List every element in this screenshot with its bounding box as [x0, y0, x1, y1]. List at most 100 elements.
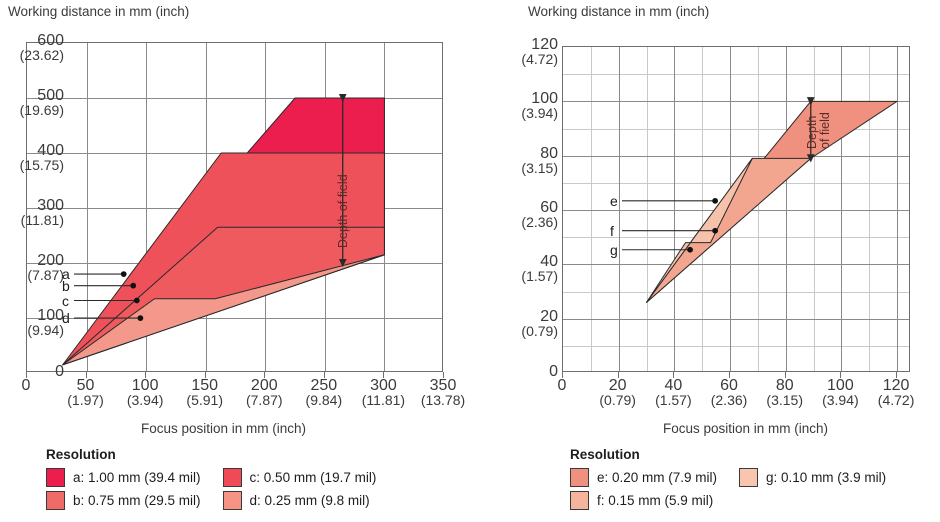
y-axis-tick: 300 (11.81) — [20, 197, 64, 228]
gridline-horizontal-minor — [563, 345, 909, 347]
x-axis-tick: 120 (4.72) — [877, 377, 915, 408]
x-axis-tick: 200 (7.87) — [245, 377, 283, 408]
gridline-horizontal — [563, 264, 909, 266]
legend-item: c: 0.50 mm (19.7 mil) — [222, 468, 377, 487]
x-axis-tick-mark — [617, 372, 619, 378]
callout-label-f: f — [610, 222, 614, 239]
callout-label-d: d — [62, 310, 70, 327]
right-chart-panel: Working distance in mm (inch) Focus posi… — [470, 0, 940, 522]
legend-label: e: 0.20 mm (7.9 mil) — [597, 470, 718, 485]
legend-item: d: 0.25 mm (9.8 mil) — [222, 491, 377, 510]
gridline-horizontal — [563, 155, 909, 157]
legend-swatch — [570, 491, 589, 510]
right-y-axis-title: Working distance in mm (inch) — [528, 4, 710, 19]
gridline-horizontal-minor — [563, 291, 909, 293]
band-d — [62, 254, 385, 366]
y-axis-tick: 60 (2.36) — [521, 199, 558, 230]
callout-label-g: g — [610, 241, 618, 258]
depth-of-field-label-line1: Depth — [804, 116, 819, 150]
x-axis-tick: 100 (3.94) — [822, 377, 859, 408]
x-axis-tick: 60 (2.36) — [710, 377, 748, 408]
x-axis-tick-mark — [784, 372, 786, 378]
x-axis-tick-mark — [896, 372, 898, 378]
x-axis-tick: 150 (5.91) — [186, 377, 223, 408]
y-axis-tick: 0 — [549, 363, 558, 380]
gridline-vertical — [86, 43, 88, 371]
gridline-vertical — [841, 47, 843, 371]
gridline-vertical — [618, 47, 620, 371]
y-axis-tick: 100 (3.94) — [521, 90, 558, 122]
x-axis-tick-mark — [673, 372, 675, 378]
left-legend-title: Resolution — [46, 447, 116, 462]
gridline-horizontal-minor — [563, 74, 909, 76]
gridline-vertical — [897, 47, 899, 371]
legend-label: a: 1.00 mm (39.4 mil) — [73, 470, 201, 485]
gridline-vertical — [146, 43, 148, 371]
callout-label-a: a — [62, 266, 70, 283]
depth-of-field-arrow — [338, 93, 347, 268]
x-axis-tick-mark — [264, 372, 266, 378]
x-axis-tick-mark — [323, 372, 325, 378]
right-x-axis-title: Focus position in mm (inch) — [663, 421, 829, 436]
y-axis-tick: 500 (19.69) — [19, 87, 64, 118]
y-axis-tick: 80 (3.15) — [521, 144, 558, 176]
legend-item: e: 0.20 mm (7.9 mil) — [570, 468, 717, 487]
legend-label: g: 0.10 mm (3.9 mil) — [766, 470, 887, 485]
left-y-axis-title: Working distance in mm (inch) — [8, 4, 190, 19]
y-axis-tick: 40 (1.57) — [521, 253, 558, 285]
depth-of-field-label-line2: of field — [817, 112, 832, 150]
x-axis-tick: 0 — [21, 377, 31, 394]
legend-swatch — [46, 468, 65, 487]
x-axis-tick: 300 (11.81) — [361, 377, 406, 408]
legend-swatch — [570, 468, 589, 487]
legend-label: d: 0.25 mm (9.8 mil) — [249, 493, 370, 508]
gridline-horizontal — [563, 101, 909, 103]
gridline-vertical-minor — [646, 47, 648, 371]
legend-item: g: 0.10 mm (3.9 mil) — [739, 468, 886, 487]
y-axis-tick: 0 — [55, 363, 64, 380]
right-legend-title: Resolution — [570, 447, 640, 462]
band-polygons — [62, 97, 385, 366]
x-axis-tick: 100 (3.94) — [126, 377, 164, 408]
gridline-vertical-minor — [813, 47, 815, 371]
callout-label-c: c — [62, 292, 69, 309]
x-axis-tick: 80 (3.15) — [766, 377, 803, 408]
gridline-vertical-minor — [869, 47, 871, 371]
gridline-vertical — [674, 47, 676, 371]
x-axis-tick-mark — [204, 372, 206, 378]
legend-label: c: 0.50 mm (19.7 mil) — [249, 470, 377, 485]
legend-swatch — [46, 491, 65, 510]
gridline-horizontal — [563, 318, 909, 320]
left-plot-area — [26, 42, 443, 372]
legend-swatch — [222, 468, 242, 487]
x-axis-tick: 50 (1.97) — [67, 377, 104, 408]
callout-label-e: e — [610, 192, 618, 209]
legend-item: a: 1.00 mm (39.4 mil) — [46, 468, 201, 487]
gridline-vertical-minor — [702, 47, 704, 371]
right-plot-area — [562, 46, 910, 372]
gridline-vertical-minor — [757, 47, 759, 371]
y-axis-tick: 120 (4.72) — [521, 36, 558, 67]
gridline-horizontal — [27, 98, 442, 99]
depth-of-field-arrow — [806, 97, 815, 163]
callout-label-b: b — [62, 277, 70, 294]
gridline-vertical-minor — [590, 47, 592, 371]
x-axis-tick-mark — [840, 372, 842, 378]
legend-item: b: 0.75 mm (29.5 mil) — [46, 491, 201, 510]
y-axis-tick: 100 (9.94) — [27, 307, 64, 338]
y-axis-tick: 600 (23.62) — [19, 32, 64, 63]
gridline-horizontal — [27, 318, 442, 319]
gridline-horizontal-minor — [563, 237, 909, 239]
left-chart-panel: Working distance in mm (inch) Focus posi… — [8, 4, 465, 510]
x-axis-tick-mark — [145, 372, 147, 378]
y-axis-tick: 400 (15.75) — [19, 142, 64, 173]
x-axis-tick-mark — [443, 372, 444, 378]
legend-swatch — [222, 491, 242, 510]
depth-of-field-label: Depth of field — [335, 174, 350, 248]
x-axis-tick-mark — [26, 372, 27, 378]
x-axis-tick: 350 (13.78) — [420, 377, 466, 408]
x-axis-tick-mark — [729, 372, 731, 378]
legend-swatch — [739, 468, 759, 487]
x-axis-tick: 250 (9.84) — [305, 377, 343, 408]
right-legend: Resolution e: 0.20 mm (7.9 mil) g: 0.10 m… — [570, 447, 886, 510]
